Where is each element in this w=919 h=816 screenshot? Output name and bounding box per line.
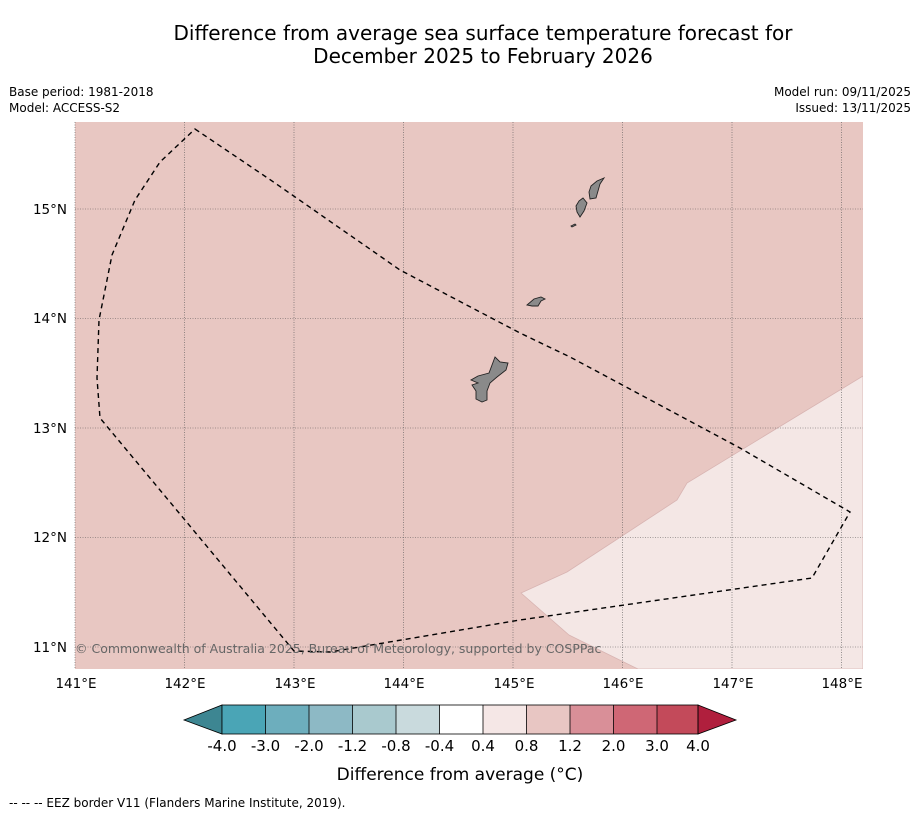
meta-left: Base period: 1981-2018 Model: ACCESS-S2 [9, 84, 154, 116]
land-masses [469, 176, 606, 403]
anomaly-region-0-0.4 [520, 375, 863, 669]
lat-tick-12: 12°N [33, 530, 67, 546]
colorbar-label: -2.0 [294, 737, 323, 755]
eez-legend-note: -- -- -- EEZ border V11 (Flanders Marine… [9, 796, 346, 810]
colorbar-segment [309, 705, 353, 734]
lat-tick-13: 13°N [33, 421, 67, 437]
colorbar: -4.0 -3.0 -2.0 -1.2 -0.8 -0.4 0.4 0.8 1.… [182, 704, 738, 785]
chart-title: Difference from average sea surface temp… [40, 22, 919, 68]
issued-date: Issued: 13/11/2025 [795, 101, 911, 115]
copyright-text: © Commonwealth of Australia 2025, Bureau… [75, 641, 601, 656]
island-guam [469, 356, 509, 403]
island-tinian [575, 197, 588, 218]
lon-tick-141: 141°E [55, 676, 96, 692]
colorbar-label: 0.4 [471, 737, 495, 755]
lat-tick-11: 11°N [33, 640, 67, 656]
colorbar-label: -1.2 [338, 737, 367, 755]
lon-tick-148: 148°E [821, 676, 862, 692]
lon-tick-144: 144°E [383, 676, 424, 692]
colorbar-label: -0.8 [381, 737, 410, 755]
colorbar-under-arrow [182, 704, 223, 735]
colorbar-segment [657, 705, 698, 734]
lat-tick-15: 15°N [33, 202, 67, 218]
lat-tick-14: 14°N [33, 311, 67, 327]
map-gridlines [74, 122, 863, 669]
model-name: Model: ACCESS-S2 [9, 101, 121, 115]
meta-right: Model run: 09/11/2025 Issued: 13/11/2025 [774, 84, 911, 116]
colorbar-segment [526, 705, 570, 734]
model-run: Model run: 09/11/2025 [773, 85, 911, 99]
eez-border [96, 128, 851, 653]
colorbar-title: Difference from average (°C) [337, 765, 584, 785]
axis-labels: 141°E 142°E 143°E 144°E 145°E 146°E 147°… [33, 202, 863, 692]
map-panel: © Commonwealth of Australia 2025, Bureau… [74, 122, 863, 669]
island-saipan [588, 176, 606, 200]
colorbar-label: -4.0 [207, 737, 236, 755]
lon-tick-143: 143°E [274, 676, 315, 692]
colorbar-segment [439, 705, 483, 734]
colorbar-segment [483, 705, 527, 734]
colorbar-segment [396, 705, 440, 734]
colorbar-segment [222, 705, 266, 734]
base-period: Base period: 1981-2018 [9, 85, 154, 99]
lon-tick-142: 142°E [164, 676, 205, 692]
colorbar-label: 3.0 [645, 737, 669, 755]
colorbar-label: 1.2 [558, 737, 582, 755]
island-rota [526, 296, 547, 307]
colorbar-segment [613, 705, 657, 734]
colorbar-over-arrow [697, 704, 738, 735]
colorbar-label: -3.0 [251, 737, 280, 755]
lon-tick-147: 147°E [712, 676, 753, 692]
colorbar-label: 0.8 [515, 737, 539, 755]
colorbar-label: 2.0 [602, 737, 626, 755]
lon-tick-146: 146°E [602, 676, 643, 692]
colorbar-label: -0.4 [425, 737, 454, 755]
colorbar-segment [352, 705, 396, 734]
title-line-2: December 2025 to February 2026 [313, 44, 653, 68]
colorbar-segment [265, 705, 309, 734]
title-line-1: Difference from average sea surface temp… [173, 21, 793, 45]
lon-tick-145: 145°E [493, 676, 534, 692]
colorbar-label: 4.0 [686, 737, 710, 755]
colorbar-segment [570, 705, 614, 734]
island-aguijan [570, 223, 577, 228]
